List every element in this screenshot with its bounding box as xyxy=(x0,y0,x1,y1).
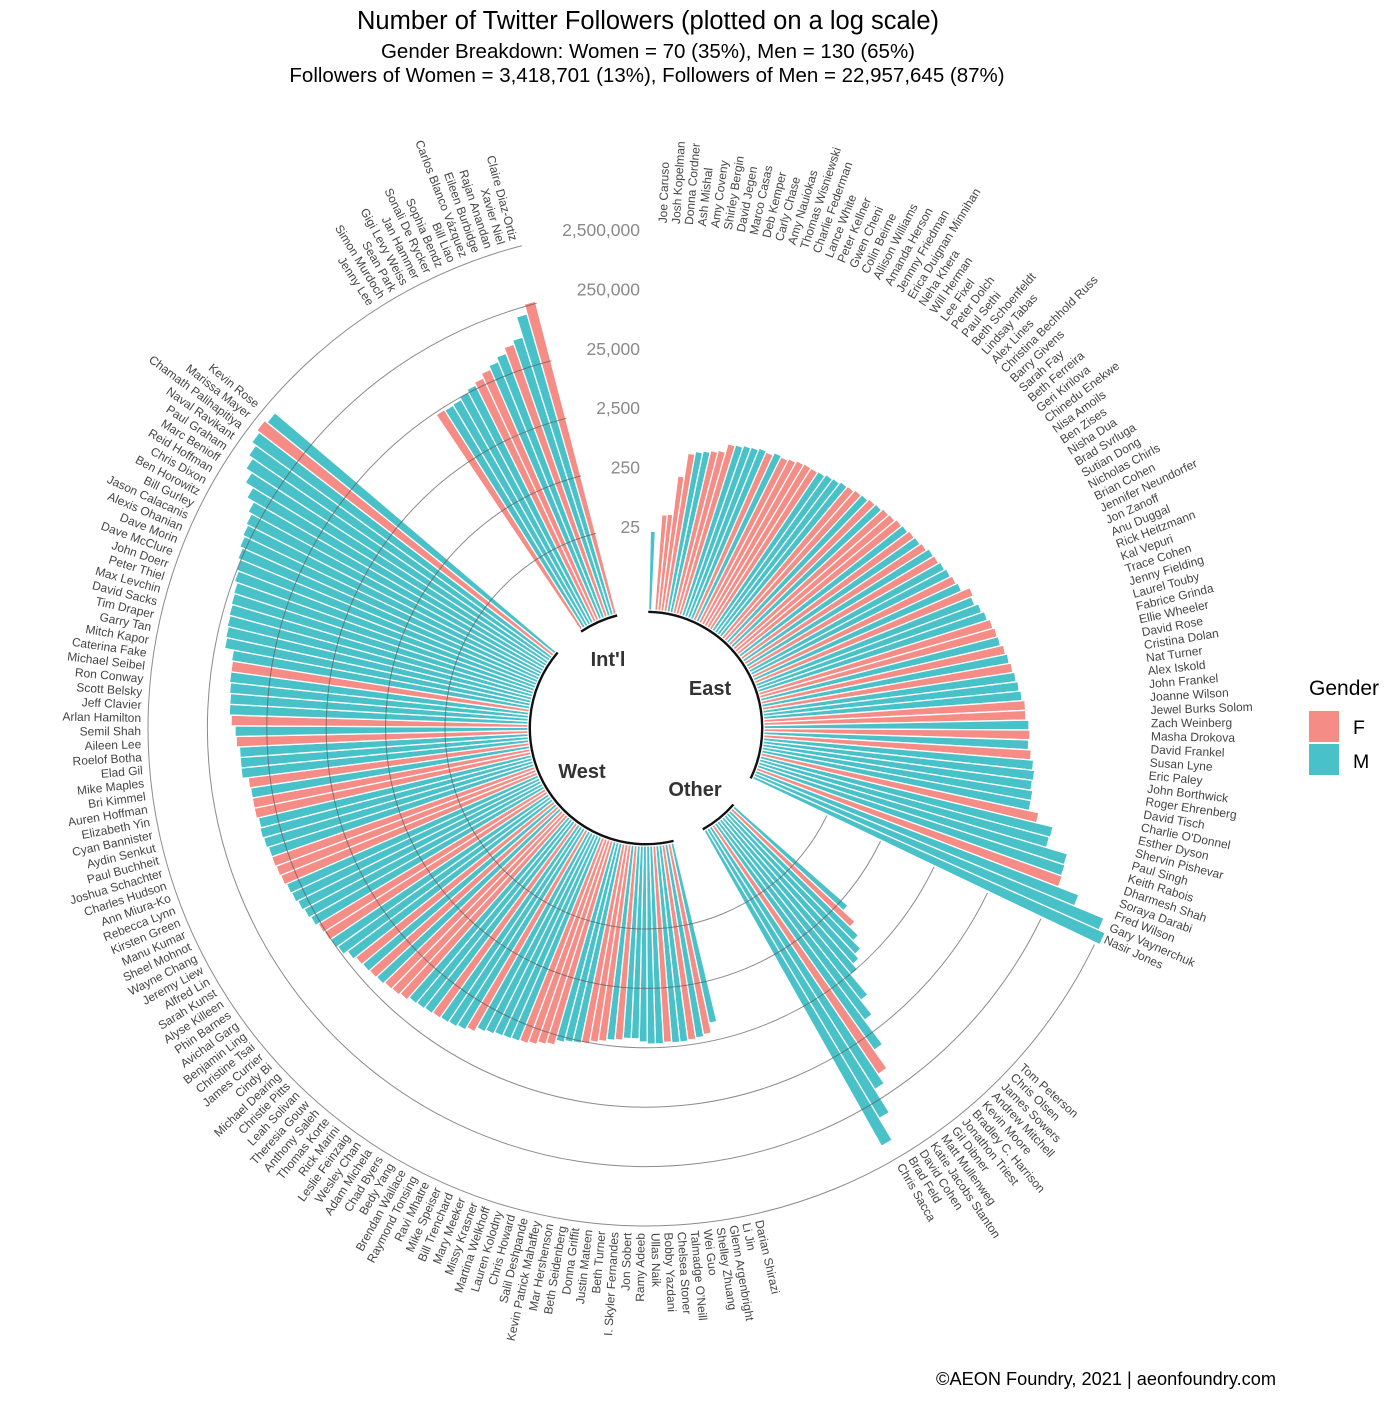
svg-text:Arlan Hamilton: Arlan Hamilton xyxy=(62,710,141,725)
svg-text:Joanne Wilson: Joanne Wilson xyxy=(1150,685,1229,704)
svg-text:Josh Kopelman: Josh Kopelman xyxy=(669,141,688,224)
svg-text:Jon Sobert: Jon Sobert xyxy=(619,1232,635,1291)
svg-text:Semil Shah: Semil Shah xyxy=(80,724,141,738)
svg-text:Joe Caruso: Joe Caruso xyxy=(656,161,672,223)
svg-text:Number of Twitter Followers (p: Number of Twitter Followers (plotted on … xyxy=(357,7,939,35)
svg-text:Li Jin: Li Jin xyxy=(739,1222,758,1252)
svg-text:I. Skyler Fernandes: I. Skyler Fernandes xyxy=(601,1232,621,1337)
svg-text:2,500,000: 2,500,000 xyxy=(562,220,640,240)
svg-text:Wei Guo: Wei Guo xyxy=(701,1228,721,1276)
svg-text:250: 250 xyxy=(611,458,640,478)
svg-text:Roelof Botha: Roelof Botha xyxy=(72,750,142,768)
svg-text:West: West xyxy=(558,761,606,783)
svg-text:Bobby Yazdani: Bobby Yazdani xyxy=(661,1232,678,1312)
svg-text:©AEON Foundry, 2021 | aeonfoun: ©AEON Foundry, 2021 | aeonfoundry.com xyxy=(936,1369,1276,1389)
svg-text:25: 25 xyxy=(621,517,640,537)
svg-text:East: East xyxy=(689,678,732,700)
svg-text:Eric Paley: Eric Paley xyxy=(1148,769,1203,788)
svg-text:M: M xyxy=(1353,751,1369,773)
svg-text:2,500: 2,500 xyxy=(596,398,640,418)
svg-text:Followers of Women = 3,418,701: Followers of Women = 3,418,701 (13%), Fo… xyxy=(289,64,1004,87)
svg-text:Elad Gil: Elad Gil xyxy=(100,763,143,781)
svg-text:Scott Belsky: Scott Belsky xyxy=(76,680,143,699)
svg-text:Ash Mishal: Ash Mishal xyxy=(695,167,716,227)
svg-text:Jeff Clavier: Jeff Clavier xyxy=(81,695,141,712)
svg-text:John Frankel: John Frankel xyxy=(1148,671,1218,691)
svg-text:F: F xyxy=(1353,717,1365,739)
svg-text:Other: Other xyxy=(668,779,722,801)
svg-text:Beth Turner: Beth Turner xyxy=(589,1230,608,1294)
svg-text:Ullas Naik: Ullas Naik xyxy=(648,1233,663,1288)
svg-text:Jewel Burks Solom: Jewel Burks Solom xyxy=(1150,700,1252,717)
svg-text:Zach Weinberg: Zach Weinberg xyxy=(1151,716,1232,731)
svg-text:Aileen Lee: Aileen Lee xyxy=(84,737,141,753)
svg-text:Gender Breakdown: Women = 70 (: Gender Breakdown: Women = 70 (35%), Men … xyxy=(381,40,915,63)
svg-text:Int'l: Int'l xyxy=(591,649,626,671)
svg-text:250,000: 250,000 xyxy=(577,279,641,299)
svg-text:Chelsea Stoner: Chelsea Stoner xyxy=(674,1231,694,1314)
svg-text:Masha Drokova: Masha Drokova xyxy=(1151,729,1236,745)
svg-text:Ron Conway: Ron Conway xyxy=(74,665,144,686)
svg-text:Ramy Adeeb: Ramy Adeeb xyxy=(633,1233,648,1302)
svg-text:Alex Iskold: Alex Iskold xyxy=(1147,658,1206,678)
svg-text:Susan Lyne: Susan Lyne xyxy=(1149,756,1213,774)
svg-text:David Frankel: David Frankel xyxy=(1150,742,1225,759)
svg-text:Gender: Gender xyxy=(1309,677,1379,700)
svg-text:25,000: 25,000 xyxy=(586,339,640,359)
